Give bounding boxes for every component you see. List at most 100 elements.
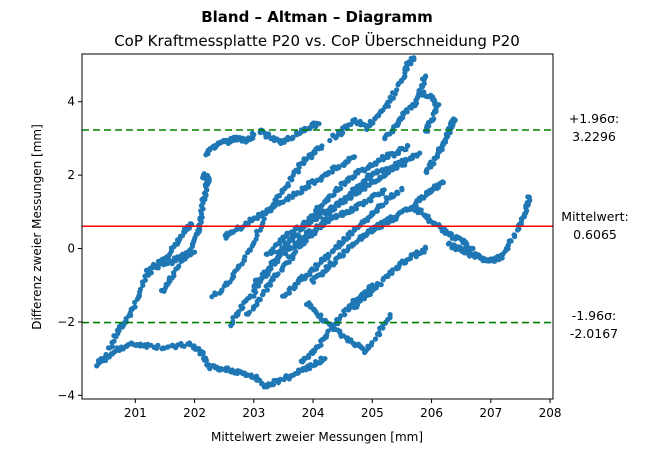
scatter-point <box>425 213 431 219</box>
scatter-point <box>200 351 206 357</box>
scatter-point <box>404 109 410 115</box>
scatter-point <box>142 277 148 283</box>
scatter-point <box>411 55 417 61</box>
scatter-point <box>269 205 275 211</box>
scatter-point <box>165 344 171 350</box>
scatter-point <box>385 103 391 109</box>
scatter-point <box>212 291 219 298</box>
scatter-point <box>349 231 355 237</box>
scatter-point <box>111 338 117 344</box>
scatter-point <box>275 271 281 277</box>
lower-loa-value: -2.0167 <box>570 326 618 341</box>
scatter-point <box>336 164 342 171</box>
upper-loa-value: 3.2296 <box>572 129 616 144</box>
scatter-point <box>387 98 393 104</box>
y-tick-label: 2 <box>67 168 75 182</box>
scatter-point <box>192 249 198 255</box>
scatter-point <box>332 260 339 266</box>
x-tick-label: 207 <box>479 406 502 420</box>
scatter-point <box>276 193 283 199</box>
scatter-point <box>405 143 411 149</box>
scatter-point <box>432 221 438 227</box>
scatter-point <box>446 240 452 246</box>
scatter-point <box>200 172 207 178</box>
scatter-point <box>254 232 260 238</box>
scatter-point <box>253 236 259 242</box>
y-tick-label: −2 <box>57 315 75 329</box>
scatter-point <box>111 349 117 355</box>
scatter-point <box>247 247 253 253</box>
scatter-point <box>242 254 248 260</box>
scatter-point <box>348 194 354 200</box>
scatter-point <box>431 160 437 167</box>
y-tick-label: 4 <box>67 95 75 109</box>
scatter-point <box>102 357 109 364</box>
scatter-point <box>369 340 375 346</box>
scatter-point <box>293 248 299 255</box>
scatter-point <box>338 313 344 319</box>
scatter-point <box>372 336 379 342</box>
scatter-point <box>275 259 281 265</box>
scatter-point <box>430 111 436 117</box>
scatter-point <box>181 343 187 349</box>
scatter-point <box>344 195 350 202</box>
scatter-point <box>387 312 393 318</box>
scatter-point <box>449 231 455 237</box>
scatter-point <box>392 91 398 97</box>
scatter-point <box>511 232 517 238</box>
scatter-point <box>116 328 122 334</box>
scatter-point <box>240 305 246 311</box>
scatter-points <box>94 55 533 390</box>
scatter-point <box>526 194 532 200</box>
scatter-point <box>366 123 372 129</box>
scatter-point <box>175 265 181 271</box>
scatter-point <box>318 342 324 348</box>
scatter-point <box>322 317 328 323</box>
x-tick-label: 201 <box>124 406 147 420</box>
scatter-point <box>390 95 396 101</box>
scatter-point <box>417 150 423 156</box>
scatter-point <box>267 282 274 288</box>
x-tick-label: 202 <box>183 406 206 420</box>
scatter-point <box>421 80 427 87</box>
lower-loa-label: -1.96σ: <box>572 308 616 323</box>
scatter-point <box>267 264 273 270</box>
scatter-point <box>303 238 309 244</box>
scatter-point <box>285 181 291 187</box>
scatter-point <box>203 357 209 364</box>
y-tick-label: 0 <box>67 242 75 256</box>
scatter-point <box>289 177 295 183</box>
scatter-point <box>319 143 325 149</box>
scatter-point <box>351 154 358 160</box>
chart-title: Bland – Altman – Diagramm <box>201 8 433 26</box>
scatter-point <box>310 279 317 285</box>
scatter-point <box>322 356 328 362</box>
scatter-point <box>395 190 401 196</box>
scatter-point <box>399 187 405 193</box>
scatter-point <box>255 215 261 221</box>
scatter-point <box>260 220 266 226</box>
scatter-point <box>505 242 511 248</box>
scatter-point <box>423 245 429 252</box>
scatter-point <box>136 293 142 299</box>
x-tick-label: 208 <box>539 406 562 420</box>
scatter-point <box>340 252 347 258</box>
scatter-point <box>499 255 505 261</box>
scatter-point <box>257 297 263 303</box>
scatter-point <box>348 121 354 127</box>
scatter-point <box>169 259 175 265</box>
scatter-point <box>423 73 429 79</box>
scatter-point <box>264 251 270 257</box>
scatter-point <box>219 287 225 293</box>
scatter-point <box>417 198 423 204</box>
x-axis-ticks: 201 202 203 204 205 206 207 208 <box>124 399 562 420</box>
scatter-point <box>206 365 212 371</box>
scatter-point <box>295 169 302 175</box>
scatter-point <box>309 229 315 235</box>
scatter-point <box>440 179 446 186</box>
x-tick-label: 206 <box>420 406 443 420</box>
mean-label: Mittelwert: <box>561 209 628 224</box>
scatter-point <box>270 276 276 282</box>
mean-value: 0.6065 <box>573 227 617 242</box>
